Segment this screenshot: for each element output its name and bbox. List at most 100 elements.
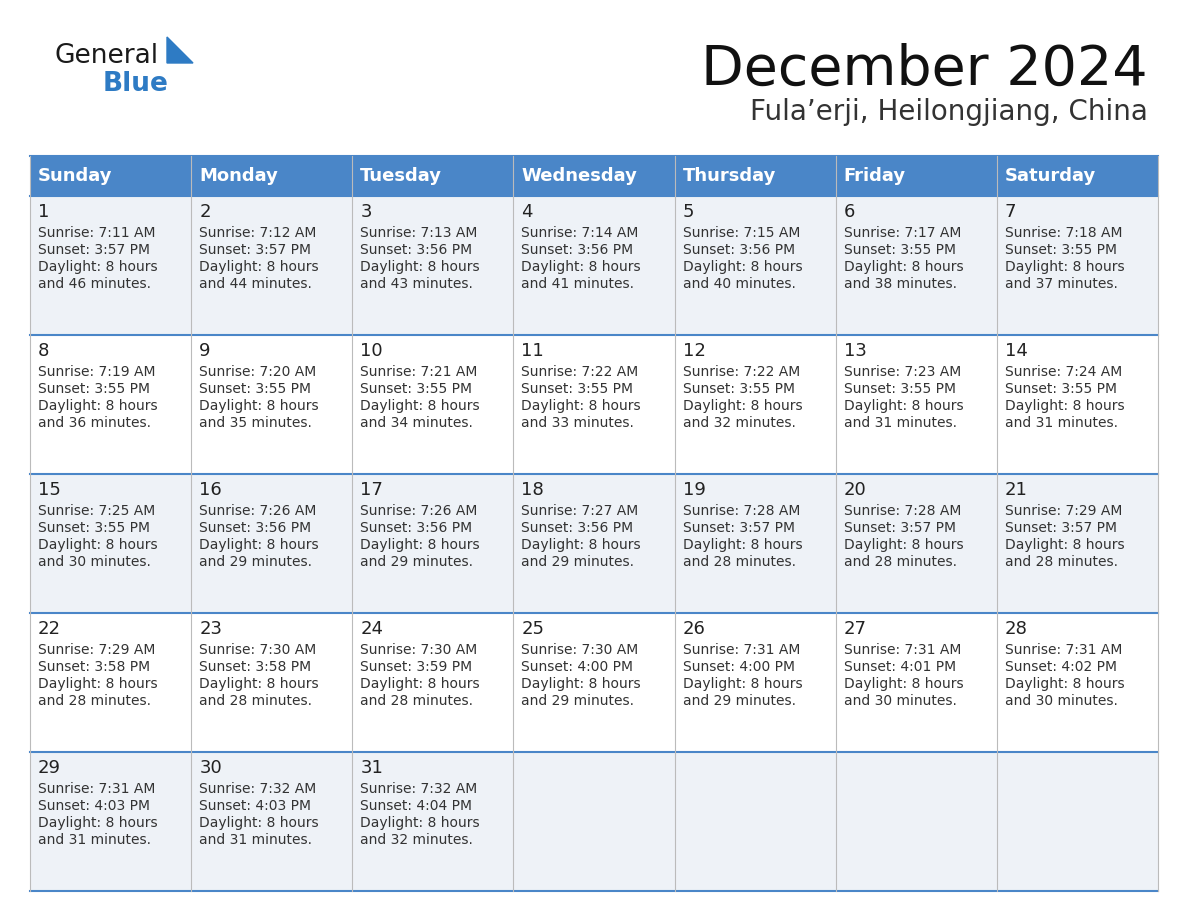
Text: 15: 15 [38,481,61,499]
Text: and 37 minutes.: and 37 minutes. [1005,277,1118,291]
Text: and 29 minutes.: and 29 minutes. [683,694,796,708]
Text: 26: 26 [683,620,706,638]
Text: Sunrise: 7:28 AM: Sunrise: 7:28 AM [683,504,800,518]
Text: Daylight: 8 hours: Daylight: 8 hours [683,538,802,552]
Text: 3: 3 [360,203,372,221]
Text: Sunset: 3:57 PM: Sunset: 3:57 PM [1005,521,1117,535]
Text: and 34 minutes.: and 34 minutes. [360,416,473,430]
Bar [191,196,353,335]
Text: Sunset: 3:59 PM: Sunset: 3:59 PM [360,660,473,674]
Text: Daylight: 8 hours: Daylight: 8 hours [683,677,802,691]
Bar [191,335,353,474]
Text: Wednesday: Wednesday [522,167,637,185]
Bar [675,335,835,474]
Text: Daylight: 8 hours: Daylight: 8 hours [360,816,480,830]
Text: General: General [55,43,159,69]
Bar [675,474,835,613]
Bar [30,752,191,891]
Text: Daylight: 8 hours: Daylight: 8 hours [522,677,642,691]
Text: Sunrise: 7:21 AM: Sunrise: 7:21 AM [360,365,478,379]
Text: Sunrise: 7:26 AM: Sunrise: 7:26 AM [200,504,316,518]
Text: and 30 minutes.: and 30 minutes. [843,694,956,708]
Text: and 41 minutes.: and 41 minutes. [522,277,634,291]
Text: 9: 9 [200,342,210,360]
Text: 30: 30 [200,759,222,777]
Text: Sunset: 4:00 PM: Sunset: 4:00 PM [683,660,795,674]
Text: and 40 minutes.: and 40 minutes. [683,277,796,291]
Text: 28: 28 [1005,620,1028,638]
Text: and 28 minutes.: and 28 minutes. [843,555,956,569]
Text: Sunset: 3:57 PM: Sunset: 3:57 PM [843,521,956,535]
Text: Sunset: 3:56 PM: Sunset: 3:56 PM [522,521,633,535]
Text: Sunset: 3:55 PM: Sunset: 3:55 PM [1005,243,1117,257]
Text: Daylight: 8 hours: Daylight: 8 hours [38,399,158,413]
Text: Sunrise: 7:26 AM: Sunrise: 7:26 AM [360,504,478,518]
Text: Sunrise: 7:22 AM: Sunrise: 7:22 AM [522,365,639,379]
Bar [30,613,191,752]
Text: Sunrise: 7:17 AM: Sunrise: 7:17 AM [843,226,961,240]
Text: Daylight: 8 hours: Daylight: 8 hours [200,677,318,691]
Text: Sunrise: 7:31 AM: Sunrise: 7:31 AM [38,782,156,796]
Text: Sunset: 3:55 PM: Sunset: 3:55 PM [843,382,956,396]
Text: Daylight: 8 hours: Daylight: 8 hours [38,677,158,691]
Text: and 31 minutes.: and 31 minutes. [38,833,151,847]
Text: Sunset: 3:55 PM: Sunset: 3:55 PM [843,243,956,257]
Text: Daylight: 8 hours: Daylight: 8 hours [38,816,158,830]
Text: Daylight: 8 hours: Daylight: 8 hours [38,260,158,274]
Text: 5: 5 [683,203,694,221]
Bar [353,474,513,613]
Text: and 29 minutes.: and 29 minutes. [360,555,473,569]
Text: Daylight: 8 hours: Daylight: 8 hours [843,399,963,413]
Text: 7: 7 [1005,203,1017,221]
Text: Sunrise: 7:27 AM: Sunrise: 7:27 AM [522,504,639,518]
Text: and 28 minutes.: and 28 minutes. [683,555,796,569]
Text: and 28 minutes.: and 28 minutes. [38,694,151,708]
Bar [835,156,997,196]
Text: 27: 27 [843,620,867,638]
Text: and 29 minutes.: and 29 minutes. [200,555,312,569]
Bar [675,156,835,196]
Bar [997,335,1158,474]
Text: Sunrise: 7:30 AM: Sunrise: 7:30 AM [522,643,639,657]
Bar [997,474,1158,613]
Bar [30,156,191,196]
Bar [353,335,513,474]
Text: Daylight: 8 hours: Daylight: 8 hours [1005,538,1125,552]
Text: Sunrise: 7:12 AM: Sunrise: 7:12 AM [200,226,316,240]
Text: Sunset: 3:55 PM: Sunset: 3:55 PM [1005,382,1117,396]
Text: Daylight: 8 hours: Daylight: 8 hours [522,538,642,552]
Text: Daylight: 8 hours: Daylight: 8 hours [360,399,480,413]
Bar [835,752,997,891]
Text: Sunset: 3:55 PM: Sunset: 3:55 PM [683,382,795,396]
Text: Sunrise: 7:18 AM: Sunrise: 7:18 AM [1005,226,1123,240]
Text: 18: 18 [522,481,544,499]
Text: Sunset: 3:56 PM: Sunset: 3:56 PM [200,521,311,535]
Text: Friday: Friday [843,167,906,185]
Text: Saturday: Saturday [1005,167,1097,185]
Bar [675,613,835,752]
Text: 13: 13 [843,342,867,360]
Bar [353,613,513,752]
Bar [997,196,1158,335]
Text: and 29 minutes.: and 29 minutes. [522,555,634,569]
Text: Sunset: 3:58 PM: Sunset: 3:58 PM [200,660,311,674]
Text: and 28 minutes.: and 28 minutes. [1005,555,1118,569]
Text: Thursday: Thursday [683,167,776,185]
Polygon shape [168,37,192,63]
Text: Sunset: 3:57 PM: Sunset: 3:57 PM [200,243,311,257]
Bar [30,196,191,335]
Text: Sunrise: 7:28 AM: Sunrise: 7:28 AM [843,504,961,518]
Text: Daylight: 8 hours: Daylight: 8 hours [843,260,963,274]
Bar [30,335,191,474]
Text: 16: 16 [200,481,222,499]
Bar [191,613,353,752]
Text: 31: 31 [360,759,384,777]
Text: and 38 minutes.: and 38 minutes. [843,277,956,291]
Bar [191,474,353,613]
Text: Sunset: 4:04 PM: Sunset: 4:04 PM [360,799,473,813]
Text: and 28 minutes.: and 28 minutes. [200,694,312,708]
Text: and 31 minutes.: and 31 minutes. [1005,416,1118,430]
Bar [30,474,191,613]
Text: and 35 minutes.: and 35 minutes. [200,416,312,430]
Bar [513,474,675,613]
